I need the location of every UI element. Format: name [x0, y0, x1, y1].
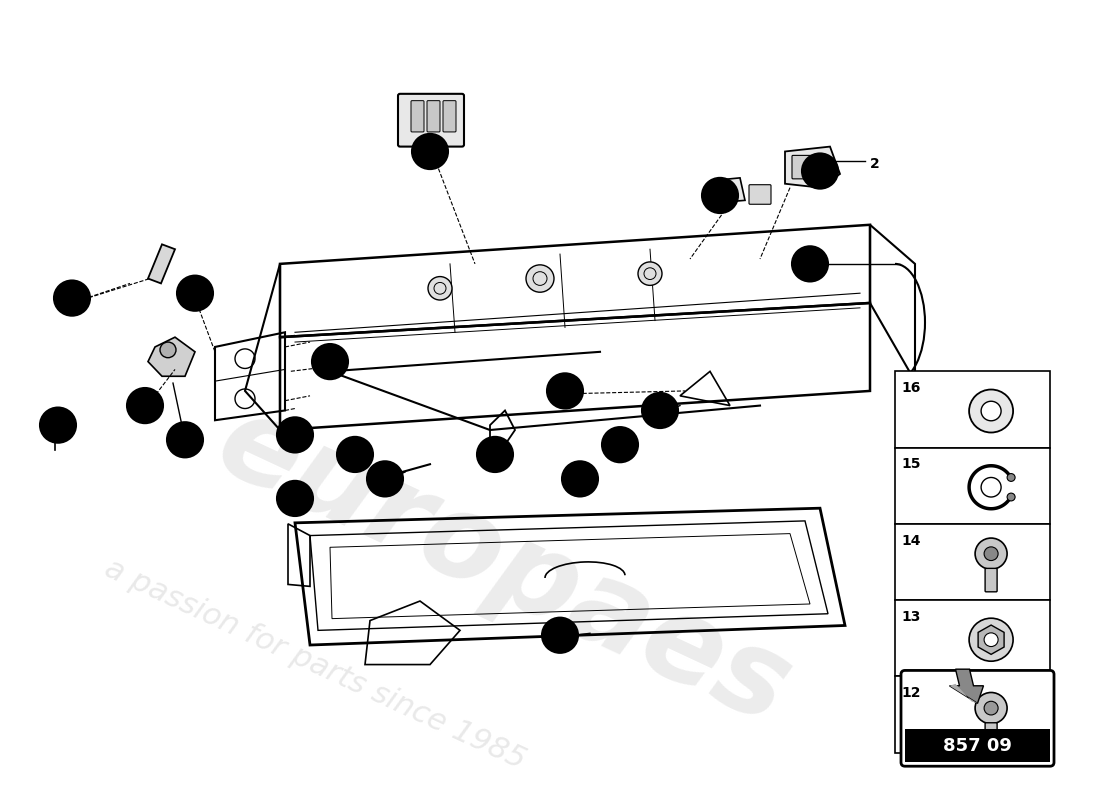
- Circle shape: [477, 437, 513, 472]
- Text: 12: 12: [286, 492, 304, 505]
- Text: 2: 2: [870, 157, 880, 171]
- Text: 3: 3: [715, 189, 725, 202]
- Polygon shape: [148, 337, 195, 376]
- FancyBboxPatch shape: [749, 185, 771, 204]
- Circle shape: [702, 178, 738, 213]
- Text: europaes: europaes: [200, 384, 808, 750]
- Circle shape: [337, 437, 373, 472]
- Text: 11: 11: [651, 404, 669, 417]
- Circle shape: [277, 418, 313, 453]
- Circle shape: [160, 342, 176, 358]
- FancyBboxPatch shape: [427, 101, 440, 132]
- Text: 13: 13: [346, 448, 364, 461]
- Text: 12: 12: [571, 472, 588, 486]
- Circle shape: [981, 402, 1001, 421]
- Circle shape: [126, 388, 163, 423]
- Circle shape: [984, 633, 998, 646]
- Circle shape: [1008, 493, 1015, 501]
- Text: 14: 14: [901, 534, 921, 548]
- Circle shape: [526, 265, 554, 292]
- Text: 16: 16: [136, 399, 154, 412]
- Circle shape: [969, 618, 1013, 662]
- Text: 15: 15: [901, 458, 921, 471]
- FancyBboxPatch shape: [901, 670, 1054, 766]
- Text: 16: 16: [901, 381, 921, 395]
- Circle shape: [277, 481, 313, 516]
- Text: 2: 2: [815, 164, 825, 178]
- Circle shape: [562, 462, 598, 497]
- Circle shape: [312, 344, 348, 379]
- Circle shape: [40, 407, 76, 442]
- Polygon shape: [949, 684, 978, 703]
- Text: 15: 15: [321, 355, 339, 368]
- Text: 12: 12: [901, 686, 921, 700]
- FancyBboxPatch shape: [895, 676, 1050, 753]
- Polygon shape: [978, 625, 1004, 654]
- Circle shape: [638, 262, 662, 286]
- Circle shape: [975, 693, 1008, 724]
- Text: 12: 12: [612, 438, 629, 451]
- Circle shape: [984, 702, 998, 715]
- FancyBboxPatch shape: [895, 600, 1050, 676]
- Circle shape: [367, 462, 403, 497]
- Text: 16: 16: [557, 385, 574, 398]
- Text: 8: 8: [180, 433, 190, 446]
- Text: 10: 10: [486, 448, 504, 461]
- Circle shape: [975, 538, 1008, 570]
- FancyBboxPatch shape: [986, 722, 997, 744]
- Polygon shape: [785, 146, 840, 188]
- Circle shape: [1008, 474, 1015, 482]
- FancyBboxPatch shape: [411, 101, 424, 132]
- Circle shape: [167, 422, 204, 458]
- FancyBboxPatch shape: [905, 729, 1050, 762]
- Text: 14: 14: [64, 291, 80, 305]
- Circle shape: [802, 154, 838, 189]
- Text: a passion for parts since 1985: a passion for parts since 1985: [100, 554, 530, 775]
- Text: 9: 9: [381, 472, 389, 486]
- Text: 6: 6: [190, 286, 200, 300]
- Polygon shape: [148, 244, 175, 283]
- Text: 857 09: 857 09: [943, 737, 1012, 754]
- Circle shape: [428, 277, 452, 300]
- Circle shape: [51, 422, 59, 429]
- Circle shape: [389, 472, 397, 480]
- Text: 4: 4: [556, 628, 565, 642]
- Text: 5: 5: [425, 145, 435, 158]
- Text: 1: 1: [805, 257, 815, 271]
- Text: 16: 16: [286, 429, 304, 442]
- Circle shape: [969, 390, 1013, 433]
- Text: 7: 7: [53, 418, 63, 432]
- Circle shape: [792, 246, 828, 282]
- Circle shape: [984, 547, 998, 561]
- FancyBboxPatch shape: [895, 524, 1050, 600]
- Circle shape: [642, 393, 678, 428]
- Text: 13: 13: [901, 610, 921, 624]
- Polygon shape: [949, 669, 983, 703]
- Circle shape: [54, 281, 90, 316]
- FancyBboxPatch shape: [895, 371, 1050, 448]
- FancyBboxPatch shape: [986, 568, 997, 592]
- Polygon shape: [710, 178, 745, 203]
- FancyBboxPatch shape: [895, 448, 1050, 524]
- Circle shape: [177, 276, 213, 310]
- Circle shape: [602, 427, 638, 462]
- FancyBboxPatch shape: [443, 101, 456, 132]
- FancyBboxPatch shape: [792, 155, 824, 179]
- Circle shape: [412, 134, 448, 169]
- FancyBboxPatch shape: [398, 94, 464, 146]
- Circle shape: [981, 478, 1001, 497]
- Circle shape: [547, 374, 583, 409]
- Circle shape: [542, 618, 578, 653]
